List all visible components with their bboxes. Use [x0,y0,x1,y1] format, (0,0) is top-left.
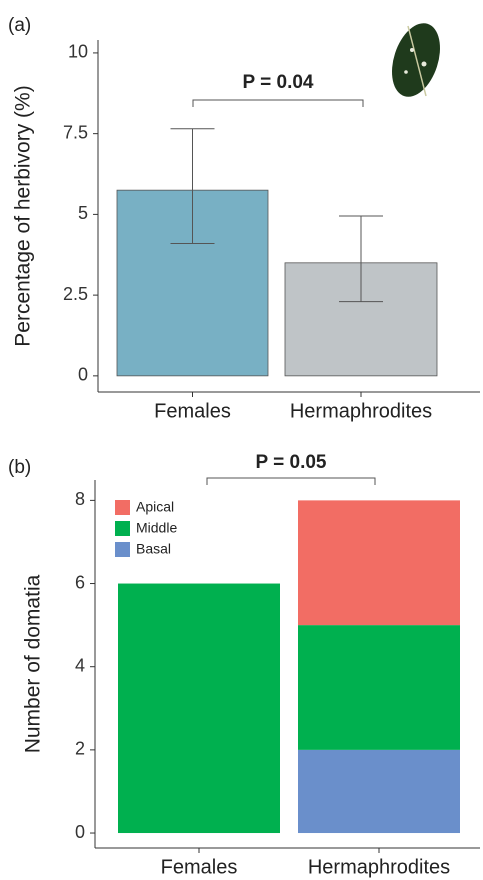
significance-bracket [206,477,376,485]
leaf-spot [410,48,414,52]
significance-bracket [192,99,364,107]
y-tick-label: 0 [78,365,88,385]
bar-segment [298,749,460,834]
legend-label: Basal [136,541,171,557]
leaf-spot [404,70,408,74]
y-tick-label: 7.5 [63,122,88,142]
annotation: P = 0.04 [243,72,314,93]
y-tick-label: 5 [78,203,88,223]
y-tick-label: 10 [68,42,88,62]
bar-segment [118,583,280,834]
x-tick-label: Hermaphrodites [308,856,450,878]
y-tick-label: 0 [75,822,85,842]
x-tick-label: Hermaphrodites [290,400,432,422]
y-tick-label: 6 [75,572,85,592]
x-tick-label: Females [154,400,231,422]
y-axis-label: Percentage of herbivory (%) [12,85,35,346]
annotation: P = 0.05 [256,452,327,473]
y-tick-label: 2 [75,739,85,759]
x-tick-label: Females [161,856,238,878]
legend-swatch [115,500,130,515]
leaf-spot [421,61,427,67]
y-tick-label: 8 [75,489,85,509]
leaf-icon [392,23,440,97]
y-tick-label: 4 [75,655,85,675]
y-axis-label: Number of domatia [22,574,45,753]
legend-label: Middle [136,520,177,536]
legend-swatch [115,521,130,536]
legend-swatch [115,542,130,557]
panel-label: (b) [8,457,31,478]
leaf-vein [407,25,427,97]
bar-segment [298,500,460,626]
panel-label: (a) [8,15,31,36]
legend-label: Apical [136,499,174,515]
y-tick-label: 2.5 [63,284,88,304]
bar-segment [298,625,460,750]
